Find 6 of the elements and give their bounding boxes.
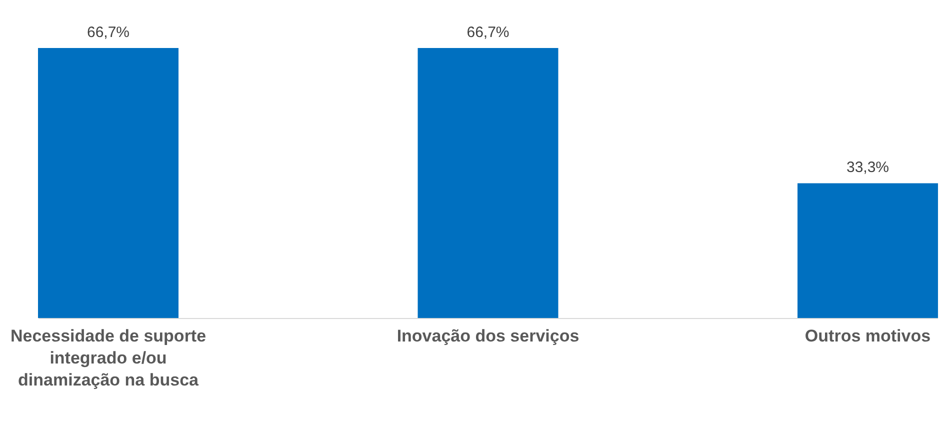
data-label: 33,3%: [846, 159, 890, 176]
data-label: 66,7%: [466, 24, 510, 41]
x-tick-label: Inovação dos serviços: [396, 326, 580, 346]
data-label: 66,7%: [86, 24, 130, 41]
x-tick-label: Outros motivos: [804, 326, 931, 346]
x-tick-label: Necessidade de suporte integrado e/ou dinamização na busca: [10, 326, 206, 390]
